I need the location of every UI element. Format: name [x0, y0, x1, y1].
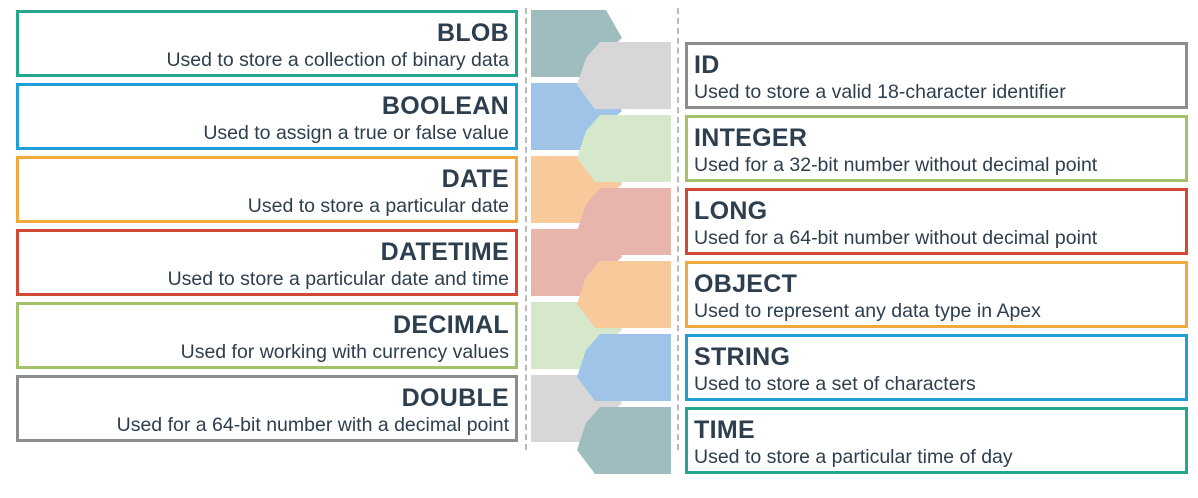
connector-right-object — [577, 261, 671, 328]
type-name: BOOLEAN — [381, 92, 509, 120]
type-card-date: DATE Used to store a particular date — [16, 156, 518, 223]
type-card-integer: INTEGER Used for a 32-bit number without … — [685, 115, 1188, 182]
type-card-decimal: DECIMAL Used for working with currency va… — [16, 302, 518, 369]
type-card-boolean: BOOLEAN Used to assign a true or false va… — [16, 83, 518, 150]
type-card-double: DOUBLE Used for a 64-bit number with a de… — [16, 375, 518, 442]
type-description: Used to store a particular date and time — [167, 268, 509, 290]
connector-right-id — [577, 42, 671, 109]
type-description: Used to represent any data type in Apex — [694, 300, 1041, 322]
type-description: Used for a 32-bit number without decimal… — [694, 154, 1098, 176]
type-card-string: STRING Used to store a set of characters — [685, 334, 1188, 401]
type-description: Used to store a particular date — [247, 195, 509, 217]
type-card-blob: BLOB Used to store a collection of binary… — [16, 10, 518, 77]
type-card-datetime: DATETIME Used to store a particular date … — [16, 229, 518, 296]
type-name: OBJECT — [694, 270, 798, 298]
type-description: Used to assign a true or false value — [203, 122, 509, 144]
type-description: Used to store a particular time of day — [694, 446, 1013, 468]
type-name: STRING — [694, 343, 791, 371]
type-name: LONG — [694, 197, 768, 225]
type-description: Used to store a collection of binary dat… — [166, 49, 509, 71]
type-name: ID — [694, 51, 720, 79]
connector-right-string — [577, 334, 671, 401]
type-description: Used for a 64-bit number without decimal… — [694, 227, 1098, 249]
connector-right-time — [577, 407, 671, 474]
type-description: Used for working with currency values — [180, 341, 509, 363]
type-name: DATE — [441, 165, 509, 193]
type-name: DOUBLE — [401, 384, 509, 412]
left-divider — [525, 8, 527, 450]
type-name: DECIMAL — [393, 311, 509, 339]
type-name: TIME — [694, 416, 755, 444]
connector-right-integer — [577, 115, 671, 182]
type-name: BLOB — [436, 19, 509, 47]
type-description: Used to store a set of characters — [694, 373, 976, 395]
type-description: Used for a 64-bit number with a decimal … — [116, 414, 509, 436]
connector-right-long — [577, 188, 671, 255]
type-card-time: TIME Used to store a particular time of d… — [685, 407, 1188, 474]
right-divider — [677, 8, 679, 450]
type-description: Used to store a valid 18-character ident… — [694, 81, 1066, 103]
type-card-object: OBJECT Used to represent any data type in… — [685, 261, 1188, 328]
type-card-long: LONG Used for a 64-bit number without dec… — [685, 188, 1188, 255]
type-name: INTEGER — [694, 124, 808, 152]
connector-left-blob — [531, 10, 622, 77]
type-name: DATETIME — [380, 238, 509, 266]
type-card-id: ID Used to store a valid 18-character ide… — [685, 42, 1188, 109]
